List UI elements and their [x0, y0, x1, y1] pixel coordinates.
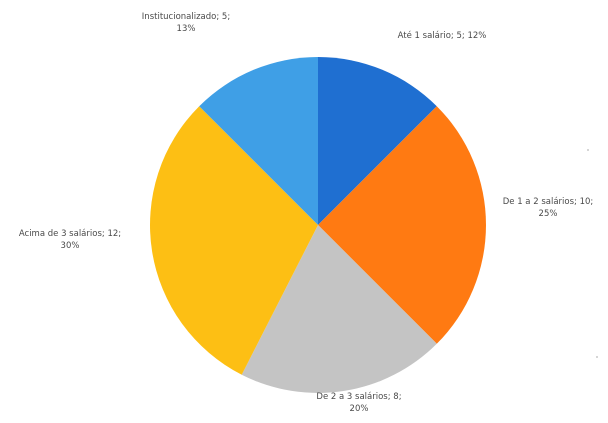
data-label-line: Até 1 salário; 5; 12%: [398, 30, 487, 41]
pie-slice: [241, 225, 437, 393]
pie-slice: [150, 106, 318, 375]
pie-slice: [318, 106, 486, 344]
data-label-line: 20%: [350, 404, 369, 414]
pie-slice: [199, 57, 318, 225]
data-label: De 1 a 2 salários; 10; 25%: [503, 197, 594, 219]
data-label-line: 13%: [177, 24, 196, 34]
pie-slice: [318, 57, 437, 225]
decorative-speck: [587, 149, 589, 151]
data-label-line: De 1 a 2 salários; 10;: [503, 197, 594, 207]
data-label-line: Acima de 3 salários; 12;: [19, 229, 121, 239]
data-label: Acima de 3 salários; 12; 30%: [19, 229, 121, 251]
data-label: Até 1 salário; 5; 12%: [398, 30, 487, 41]
data-label-line: Institucionalizado; 5;: [142, 12, 230, 22]
data-label: De 2 a 3 salários; 8; 20%: [316, 392, 401, 414]
decorative-speck: [596, 356, 598, 358]
data-label-line: 25%: [539, 209, 558, 219]
pie-labels: Até 1 salário; 5; 12% De 1 a 2 salários; …: [19, 12, 593, 414]
data-label: Institucionalizado; 5; 13%: [142, 12, 230, 34]
pie-slices: [150, 57, 486, 393]
data-label-line: De 2 a 3 salários; 8;: [316, 392, 401, 402]
data-label-line: 30%: [61, 241, 80, 251]
